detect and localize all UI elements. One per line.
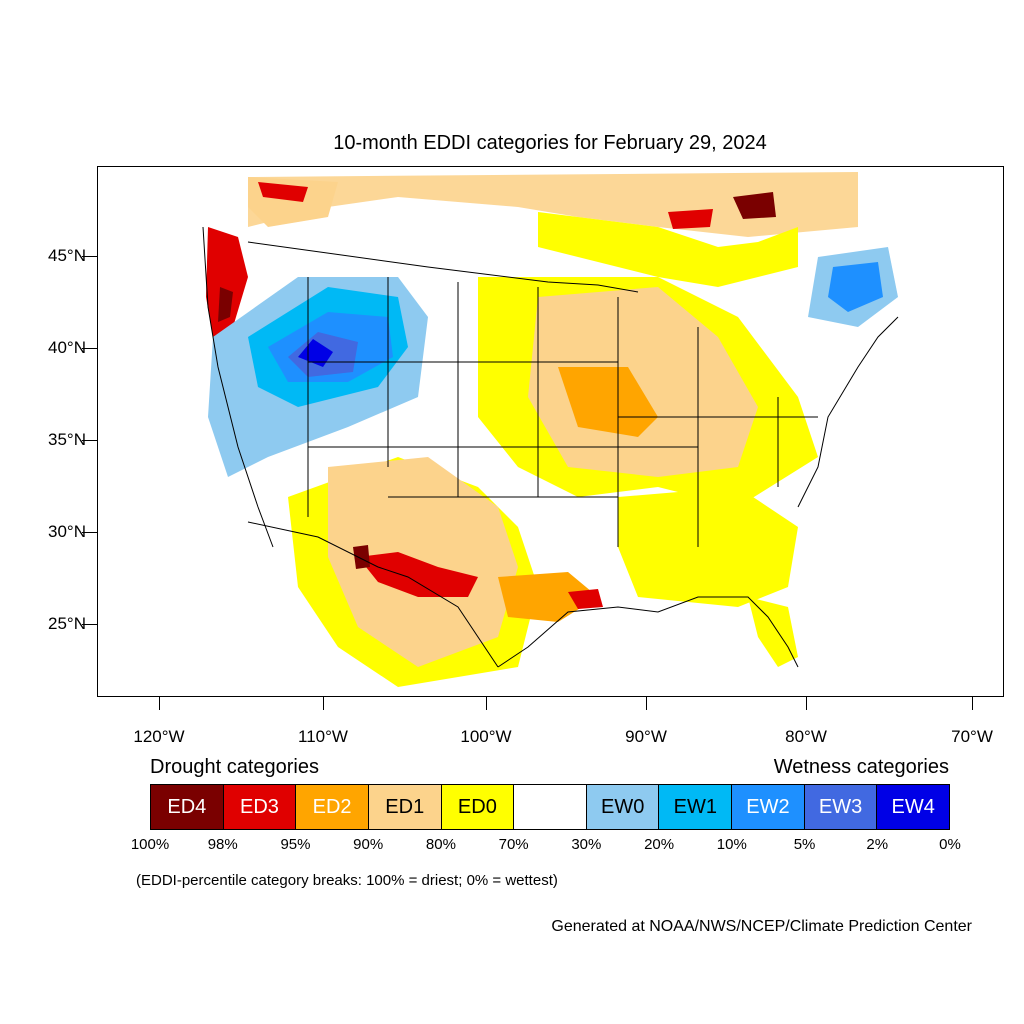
category-legend: ED4 ED3 ED2 ED1 ED0 EW0 EW1 EW2 EW3 EW4 [150, 784, 950, 830]
lon-tick-mark [486, 697, 487, 710]
lat-tick-mark [82, 348, 97, 349]
coastline [202, 226, 899, 668]
lat-label: 25°N [48, 614, 86, 633]
lon-label: 80°W [785, 727, 827, 746]
region-bc-ed3 [258, 182, 308, 202]
region-la-ed3 [568, 589, 603, 609]
category-shading [206, 172, 898, 687]
map-panel [97, 166, 1004, 697]
legend-swatch-ew4: EW4 [877, 785, 950, 829]
lon-tick-mark [972, 697, 973, 710]
region-pnw-ed4 [218, 287, 233, 322]
us-mexico-border [247, 521, 499, 668]
legend-swatch-ed0: ED0 [441, 785, 515, 829]
legend-swatch-ew3: EW3 [804, 785, 878, 829]
lat-label: 30°N [48, 522, 86, 541]
percentile-label: 90% [353, 836, 384, 853]
percentile-label: 2% [866, 836, 889, 853]
legend-swatch-ed1: ED1 [368, 785, 442, 829]
region-se-ed0 [618, 487, 798, 607]
lon-label: 120°W [133, 727, 185, 746]
drought-heading: Drought categories [150, 756, 319, 778]
us-canada-border [247, 241, 639, 293]
percentile-label: 10% [716, 836, 747, 853]
region-tx2-ed2 [498, 572, 598, 622]
lon-tick-mark [159, 697, 160, 710]
boundaries [202, 226, 899, 668]
percentile-label: 5% [793, 836, 816, 853]
lon-tick-mark [646, 697, 647, 710]
lon-tick-mark [806, 697, 807, 710]
map-title: 10-month EDDI categories for February 29… [333, 132, 767, 154]
region-canada-ed0 [538, 212, 798, 287]
region-midwest-ed2 [558, 367, 658, 437]
region-ne-ew2 [828, 262, 883, 312]
percentile-label: 80% [425, 836, 456, 853]
lat-tick-mark [82, 532, 97, 533]
wetness-heading: Wetness categories [773, 756, 949, 778]
legend-swatch-ed3: ED3 [223, 785, 297, 829]
credit-line: Generated at NOAA/NWS/NCEP/Climate Predi… [551, 918, 972, 935]
region-fl-ed0 [748, 597, 798, 667]
region-tx-ed3 [358, 552, 478, 597]
lon-label: 110°W [298, 727, 348, 746]
lat-tick-mark [82, 440, 97, 441]
category-note: (EDDI-percentile category breaks: 100% =… [136, 872, 558, 889]
legend-swatch-ew0: EW0 [586, 785, 660, 829]
percentile-label: 100% [130, 836, 170, 853]
legend-swatch-ed2: ED2 [296, 785, 369, 829]
region-pnw-ed3 [206, 227, 248, 337]
percentile-label: 30% [571, 836, 602, 853]
lat-tick-mark [82, 624, 97, 625]
region-qc-ed4 [733, 192, 776, 219]
region-nm-ed4 [353, 545, 370, 569]
lon-tick-mark [323, 697, 324, 710]
percentile-label: 20% [644, 836, 675, 853]
percentile-label: 95% [280, 836, 311, 853]
lat-label: 45°N [48, 246, 86, 265]
lon-label: 90°W [625, 727, 667, 746]
region-on-ed3 [668, 209, 713, 229]
percentile-label: 0% [939, 836, 961, 853]
lon-label: 100°W [460, 727, 512, 746]
eddi-map [202, 172, 899, 687]
legend-swatch-neutral [514, 785, 587, 829]
lon-label: 70°W [951, 727, 993, 746]
percentile-label: 98% [207, 836, 238, 853]
lat-label: 40°N [48, 338, 86, 357]
region-midwest-ed1 [528, 287, 758, 477]
state-lines [307, 277, 818, 547]
region-basin-ew4 [298, 339, 333, 367]
percentile-label: 70% [498, 836, 529, 853]
legend-swatch-ew1: EW1 [659, 785, 733, 829]
legend-swatch-ed4: ED4 [151, 785, 224, 829]
lat-label: 35°N [48, 430, 86, 449]
lat-tick-mark [82, 256, 97, 257]
legend-swatch-ew2: EW2 [732, 785, 805, 829]
